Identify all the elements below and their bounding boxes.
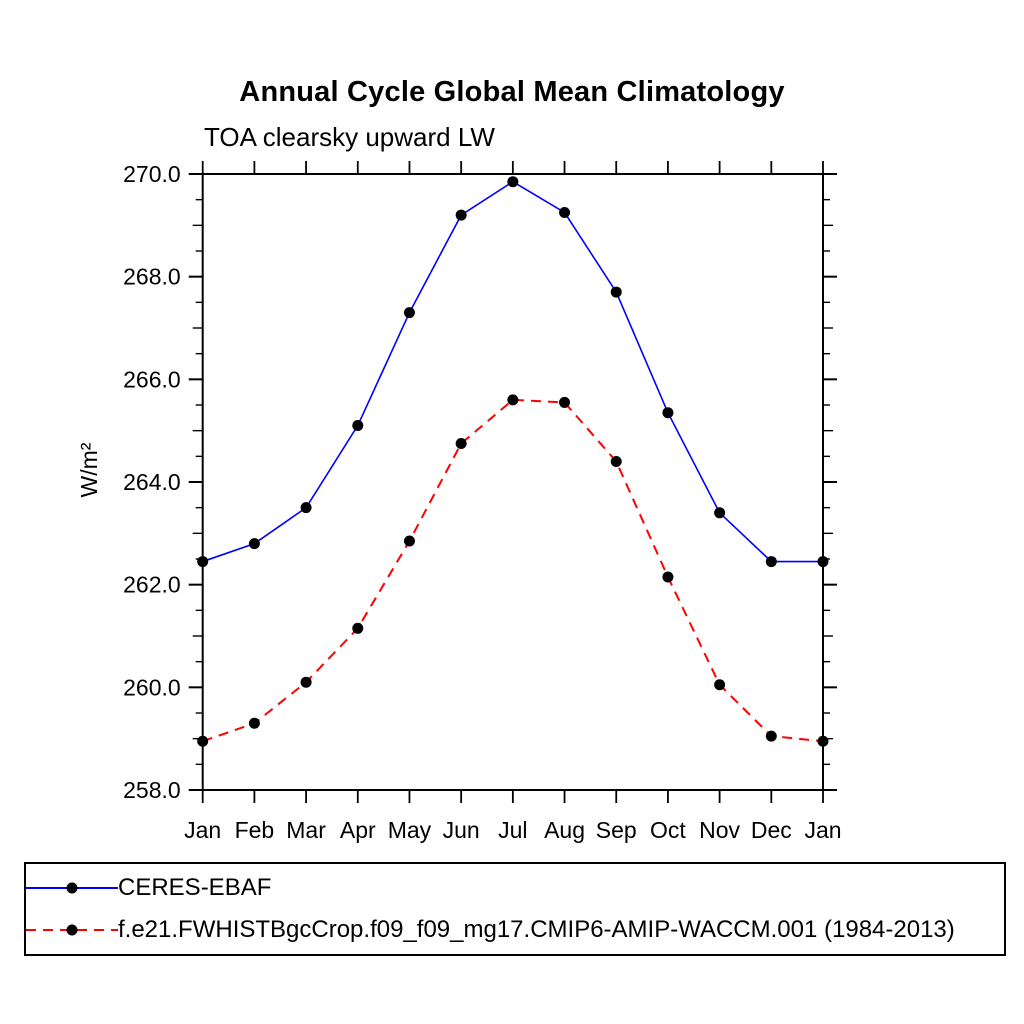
plot-frame [201,173,824,791]
data-point-marker [559,396,571,408]
legend-item-ceres: CERES-EBAF [26,871,1004,905]
x-tick-label: Sep [596,817,637,843]
x-tick-label: Jan [804,817,841,843]
legend-label-ceres: CERES-EBAF [118,874,272,902]
data-point-marker [403,535,415,547]
data-point-marker [610,286,622,298]
data-point-marker [559,207,571,218]
data-point-marker [817,556,829,568]
data-point-marker [300,502,312,514]
y-tick-label: 270.0 [123,161,181,187]
data-point-marker [714,507,726,519]
data-point-marker [248,717,260,729]
x-tick-label: Oct [650,817,686,843]
x-tick-label: Dec [751,817,792,843]
x-tick-label: May [388,817,432,843]
data-point-marker [352,622,364,634]
legend-item-model: f.e21.FWHISTBgcCrop.f09_f09_mg17.CMIP6-A… [26,913,1004,947]
plot-area: 258.0 260.0 262.0 264.0 266.0 268.0 270.0 Jan Fe… [76,161,842,843]
data-point-marker [507,176,519,188]
data-point-marker [817,735,829,747]
x-tick-label: Mar [286,817,326,843]
x-tick-label: Jun [443,817,480,843]
data-point-marker [403,307,415,319]
legend-line-marker-sample [26,924,118,936]
data-point-marker [300,676,312,688]
x-tick-label: Aug [544,817,585,843]
series-line-0 [202,180,823,563]
legend-line-marker-sample [26,882,118,894]
x-tick-label: Nov [699,817,740,843]
page-title: Annual Cycle Global Mean Climatology [239,76,785,108]
data-point-marker [197,556,209,568]
series-line-1 [202,398,824,743]
data-point-marker [662,407,674,419]
data-point-marker [765,730,777,742]
data-point-marker [507,394,519,406]
data-point-marker [610,455,622,467]
legend: CERES-EBAF f.e21.FWHISTBgcCrop.f09_f09_m… [24,862,1006,956]
x-tick-label: Apr [340,817,376,843]
legend-label-model: f.e21.FWHISTBgcCrop.f09_f09_mg17.CMIP6-A… [118,915,955,943]
data-point-marker [248,538,260,550]
x-tick-label: Jan [184,817,221,843]
y-tick-label: 258.0 [123,777,181,803]
data-point-marker [765,556,777,568]
y-tick-label: 260.0 [123,674,181,700]
data-point-marker [455,209,467,221]
data-point-marker [197,735,209,747]
data-point-marker [714,679,726,691]
chart-subtitle: TOA clearsky upward LW [204,122,495,152]
y-tick-label: 262.0 [123,572,181,598]
x-tick-label: Jul [498,817,527,843]
y-tick-label: 264.0 [123,469,181,495]
data-point-marker [352,420,364,432]
y-tick-label: 268.0 [123,264,181,290]
y-axis-title: W/m² [76,442,102,497]
data-point-marker [662,571,674,583]
x-tick-label: Feb [235,817,275,843]
y-tick-label: 266.0 [123,366,181,392]
data-point-marker [455,438,467,449]
